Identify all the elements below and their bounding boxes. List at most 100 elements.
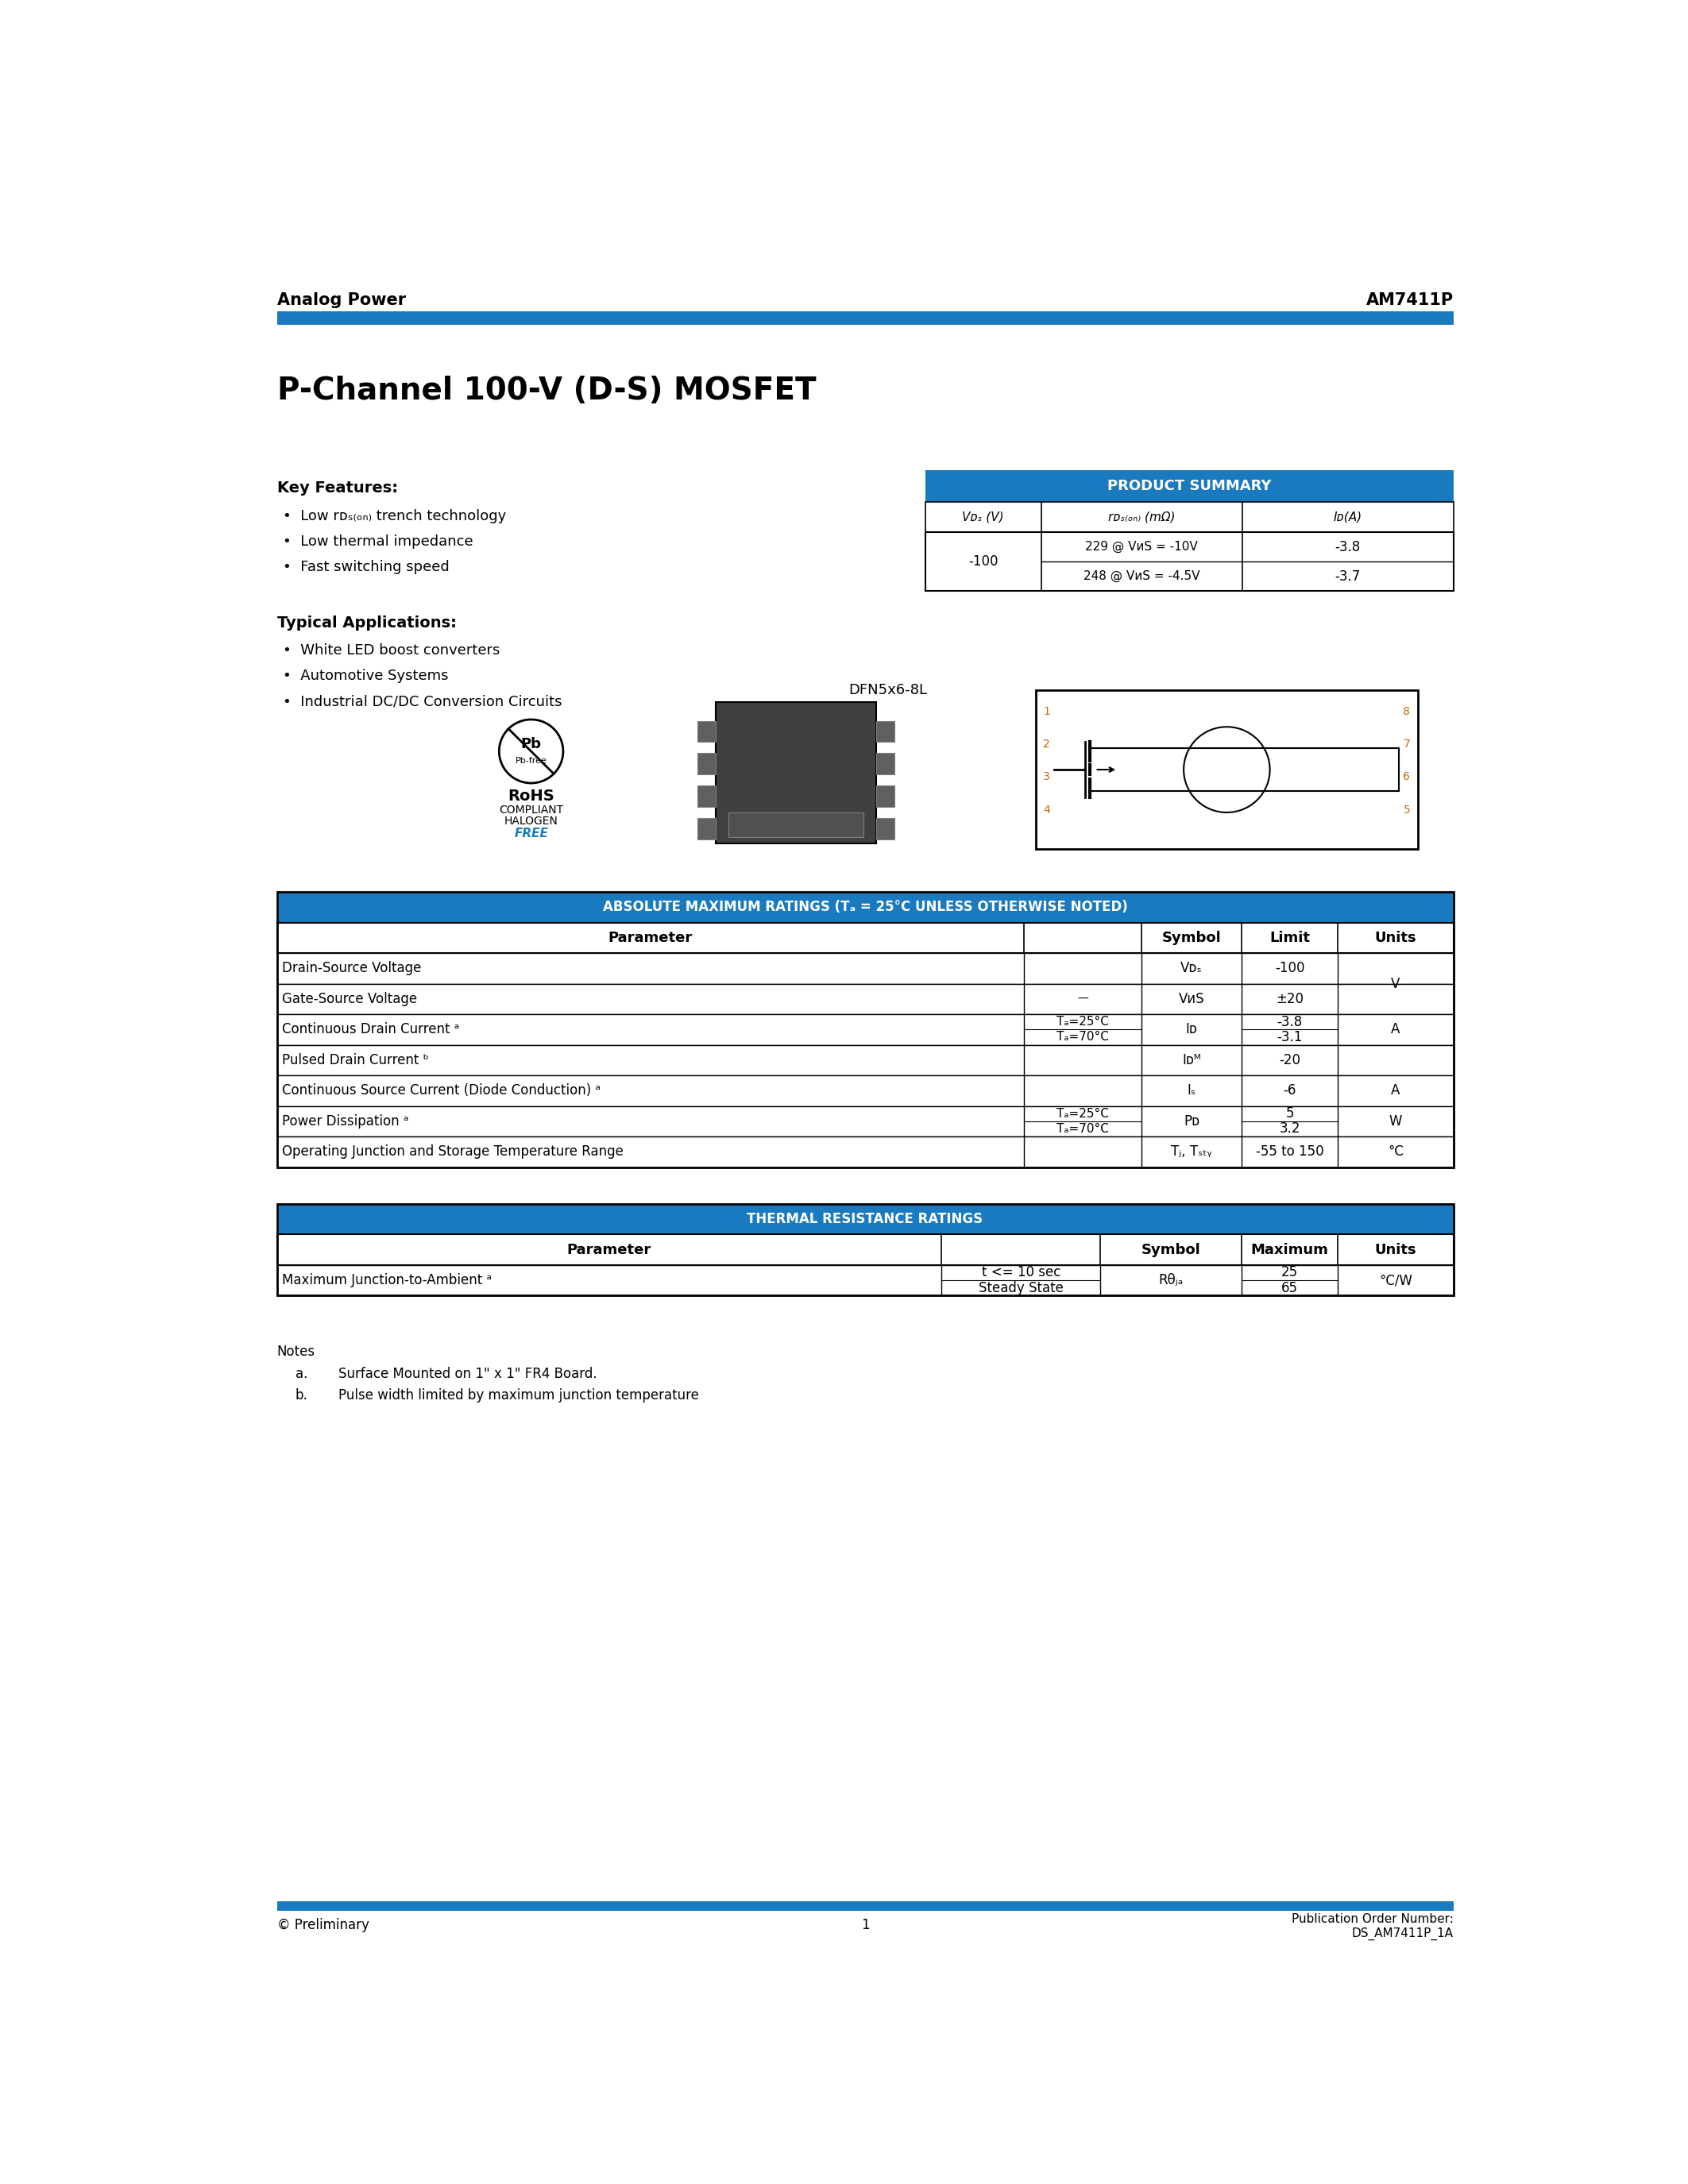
Text: RoHS: RoHS — [508, 788, 554, 804]
Text: Tₐ=70°C: Tₐ=70°C — [1057, 1031, 1109, 1044]
Bar — [277, 1900, 1453, 1911]
Text: -6: -6 — [1283, 1083, 1296, 1099]
Bar — [277, 1234, 1453, 1265]
Text: Parameter: Parameter — [567, 1243, 652, 1256]
Text: W: W — [1389, 1114, 1403, 1129]
Text: 1: 1 — [861, 1918, 869, 1933]
Text: Typical Applications:: Typical Applications: — [277, 616, 456, 631]
Bar — [277, 1136, 1453, 1166]
Text: 3: 3 — [1043, 771, 1050, 782]
Text: DS_AM7411P_1A: DS_AM7411P_1A — [1352, 1928, 1453, 1939]
Bar — [925, 470, 1453, 502]
Text: PRODUCT SUMMARY: PRODUCT SUMMARY — [1107, 478, 1271, 494]
Text: °C/W: °C/W — [1379, 1273, 1413, 1286]
Text: Pb: Pb — [522, 736, 542, 751]
Bar — [697, 753, 716, 775]
Text: Pᴅ: Pᴅ — [1183, 1114, 1200, 1129]
Text: Vᴅₛ: Vᴅₛ — [1180, 961, 1202, 976]
Text: Iₛ: Iₛ — [1187, 1083, 1197, 1099]
Text: 5: 5 — [1403, 804, 1409, 815]
Text: Continuous Drain Current ᵃ: Continuous Drain Current ᵃ — [282, 1022, 459, 1037]
Text: Power Dissipation ᵃ: Power Dissipation ᵃ — [282, 1114, 408, 1129]
Text: •  Low thermal impedance: • Low thermal impedance — [284, 535, 473, 548]
Text: AM7411P: AM7411P — [1366, 293, 1453, 308]
Bar — [876, 819, 895, 839]
Text: Iᴅ(A): Iᴅ(A) — [1334, 511, 1362, 522]
Text: Tⱼ, Tₛₜᵧ: Tⱼ, Tₛₜᵧ — [1171, 1144, 1212, 1160]
Text: Pulsed Drain Current ᵇ: Pulsed Drain Current ᵇ — [282, 1053, 429, 1068]
Text: -3.7: -3.7 — [1335, 570, 1361, 583]
Text: Rθⱼₐ: Rθⱼₐ — [1158, 1273, 1183, 1286]
Text: THERMAL RESISTANCE RATINGS: THERMAL RESISTANCE RATINGS — [748, 1212, 982, 1225]
Bar — [277, 983, 1453, 1013]
Bar — [277, 1013, 1453, 1044]
Text: Iᴅ: Iᴅ — [1185, 1022, 1197, 1037]
Text: © Preliminary: © Preliminary — [277, 1918, 370, 1933]
Text: Units: Units — [1374, 1243, 1416, 1256]
Text: —: — — [1077, 994, 1089, 1005]
Text: -100: -100 — [1274, 961, 1305, 976]
Text: 2: 2 — [1043, 738, 1050, 749]
Text: Notes: Notes — [277, 1345, 316, 1358]
Text: Vᴅₛ (V): Vᴅₛ (V) — [962, 511, 1004, 522]
Text: 1: 1 — [1043, 705, 1050, 716]
Bar — [697, 819, 716, 839]
Text: Tₐ=25°C: Tₐ=25°C — [1057, 1107, 1109, 1120]
Text: Iᴅᴹ: Iᴅᴹ — [1182, 1053, 1202, 1068]
Text: 248 @ VᴎS = -4.5V: 248 @ VᴎS = -4.5V — [1084, 570, 1200, 583]
Text: Analog Power: Analog Power — [277, 293, 405, 308]
Text: Maximum Junction-to-Ambient ᵃ: Maximum Junction-to-Ambient ᵃ — [282, 1273, 491, 1286]
Bar — [925, 502, 1453, 533]
Text: Gate-Source Voltage: Gate-Source Voltage — [282, 992, 417, 1007]
Text: 4: 4 — [1043, 804, 1050, 815]
Text: -3.1: -3.1 — [1276, 1031, 1303, 1044]
Bar — [277, 922, 1453, 952]
Text: Limit: Limit — [1269, 930, 1310, 946]
Text: A: A — [1391, 1022, 1401, 1037]
Text: Symbol: Symbol — [1141, 1243, 1200, 1256]
Text: -55 to 150: -55 to 150 — [1256, 1144, 1323, 1160]
Text: Continuous Source Current (Diode Conduction) ᵃ: Continuous Source Current (Diode Conduct… — [282, 1083, 601, 1099]
Bar — [277, 1044, 1453, 1075]
Text: Parameter: Parameter — [608, 930, 692, 946]
Text: Surface Mounted on 1" x 1" FR4 Board.: Surface Mounted on 1" x 1" FR4 Board. — [338, 1367, 598, 1380]
Bar — [876, 786, 895, 806]
Text: Pb-free: Pb-free — [515, 758, 547, 764]
Text: t <= 10 sec: t <= 10 sec — [981, 1265, 1060, 1280]
Bar — [277, 310, 1453, 325]
Text: 3.2: 3.2 — [1280, 1123, 1300, 1136]
Text: •  Fast switching speed: • Fast switching speed — [284, 559, 449, 574]
Text: Key Features:: Key Features: — [277, 480, 398, 496]
Text: ABSOLUTE MAXIMUM RATINGS (Tₐ = 25°C UNLESS OTHERWISE NOTED): ABSOLUTE MAXIMUM RATINGS (Tₐ = 25°C UNLE… — [603, 900, 1128, 915]
Text: b.: b. — [295, 1389, 307, 1402]
Text: COMPLIANT: COMPLIANT — [500, 804, 564, 815]
Text: -20: -20 — [1280, 1053, 1300, 1068]
Text: HALOGEN: HALOGEN — [505, 815, 559, 826]
Text: •  White LED boost converters: • White LED boost converters — [284, 644, 500, 657]
Bar — [1036, 690, 1418, 850]
Text: Drain-Source Voltage: Drain-Source Voltage — [282, 961, 420, 976]
Text: Units: Units — [1374, 930, 1416, 946]
Bar — [876, 753, 895, 775]
Bar — [697, 786, 716, 806]
Text: DFN5x6-8L: DFN5x6-8L — [849, 684, 927, 697]
Bar — [728, 812, 864, 836]
Text: °C: °C — [1388, 1144, 1404, 1160]
Text: -3.8: -3.8 — [1335, 539, 1361, 555]
Text: rᴅₛ₍ₒₙ₎ (mΩ): rᴅₛ₍ₒₙ₎ (mΩ) — [1107, 511, 1175, 522]
Text: -100: -100 — [969, 555, 998, 568]
Text: 7: 7 — [1403, 738, 1409, 749]
Bar — [277, 891, 1453, 922]
Text: A: A — [1391, 1083, 1401, 1099]
Bar — [876, 721, 895, 743]
Text: 229 @ VᴎS = -10V: 229 @ VᴎS = -10V — [1085, 542, 1198, 553]
Text: 25: 25 — [1281, 1265, 1298, 1280]
Text: Tₐ=25°C: Tₐ=25°C — [1057, 1016, 1109, 1029]
Bar — [277, 1105, 1453, 1136]
Text: Steady State: Steady State — [979, 1280, 1063, 1295]
Text: Operating Junction and Storage Temperature Range: Operating Junction and Storage Temperatu… — [282, 1144, 623, 1160]
Text: Symbol: Symbol — [1161, 930, 1220, 946]
Text: -3.8: -3.8 — [1278, 1016, 1303, 1029]
Text: VᴎS: VᴎS — [1178, 992, 1205, 1007]
Bar — [277, 1265, 1453, 1295]
